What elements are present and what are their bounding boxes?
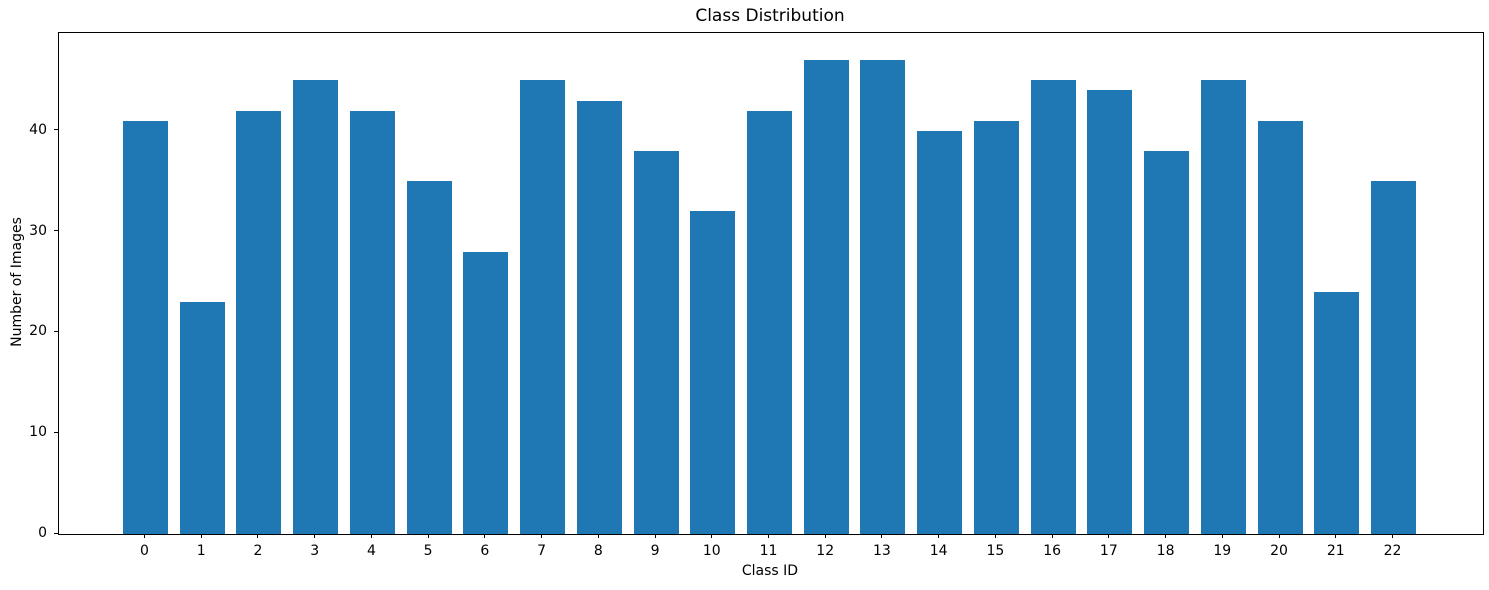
bar-class-15 xyxy=(973,120,1019,534)
x-tick-mark-22 xyxy=(1391,534,1393,538)
bar-class-18 xyxy=(1144,150,1190,534)
x-tick-label-11: 11 xyxy=(759,543,778,559)
bar-class-19 xyxy=(1200,80,1246,534)
bar-class-16 xyxy=(1030,80,1076,534)
x-tick-label-10: 10 xyxy=(702,543,721,559)
x-tick-label-12: 12 xyxy=(816,543,835,559)
x-tick-label-0: 0 xyxy=(140,543,149,559)
bar-class-6 xyxy=(463,251,509,534)
bar-class-21 xyxy=(1314,292,1360,534)
bar-class-3 xyxy=(293,80,339,534)
y-tick-label-10: 10 xyxy=(29,424,47,441)
x-tick-label-6: 6 xyxy=(480,543,490,559)
x-tick-mark-0 xyxy=(144,534,145,538)
x-tick-mark-18 xyxy=(1165,534,1167,538)
x-tick-label-16: 16 xyxy=(1043,543,1062,559)
plot-area xyxy=(58,32,1484,535)
x-tick-label-13: 13 xyxy=(873,543,891,559)
y-tick-mark-0 xyxy=(54,532,58,534)
x-tick-label-18: 18 xyxy=(1156,543,1175,559)
x-tick-mark-11 xyxy=(767,534,769,538)
x-tick-mark-10 xyxy=(711,534,713,538)
x-tick-label-8: 8 xyxy=(593,543,603,559)
bar-class-0 xyxy=(123,120,168,534)
x-tick-mark-20 xyxy=(1278,534,1280,538)
y-tick-label-30: 30 xyxy=(29,222,47,239)
x-tick-mark-19 xyxy=(1221,534,1223,538)
x-tick-label-21: 21 xyxy=(1326,543,1345,559)
bar-class-7 xyxy=(520,80,566,534)
x-tick-label-14: 14 xyxy=(929,543,948,559)
x-tick-label-1: 1 xyxy=(196,543,206,559)
x-tick-label-5: 5 xyxy=(423,543,433,559)
bar-class-9 xyxy=(633,150,679,534)
x-tick-label-17: 17 xyxy=(1099,543,1118,559)
x-tick-label-2: 2 xyxy=(253,543,263,559)
x-tick-mark-7 xyxy=(541,534,543,538)
bar-class-2 xyxy=(236,110,282,534)
y-tick-label-20: 20 xyxy=(29,323,47,340)
y-tick-label-0: 0 xyxy=(38,525,47,541)
x-tick-mark-5 xyxy=(427,534,429,538)
bar-class-20 xyxy=(1257,120,1303,534)
x-tick-label-4: 4 xyxy=(366,543,376,559)
bar-class-12 xyxy=(803,60,849,534)
y-tick-mark-10 xyxy=(54,431,58,433)
y-tick-label-40: 40 xyxy=(29,121,47,138)
bar-class-1 xyxy=(179,302,225,534)
bar-class-5 xyxy=(406,181,452,534)
x-axis-label: Class ID xyxy=(741,563,799,579)
x-tick-mark-16 xyxy=(1051,534,1053,538)
x-tick-mark-3 xyxy=(314,534,316,538)
x-tick-mark-13 xyxy=(881,534,883,538)
x-tick-label-9: 9 xyxy=(650,543,660,559)
y-tick-mark-40 xyxy=(54,129,58,131)
y-axis-label: Number of Images xyxy=(9,217,25,347)
x-tick-mark-8 xyxy=(597,534,599,538)
x-tick-mark-15 xyxy=(994,534,996,538)
x-tick-label-15: 15 xyxy=(986,543,1005,559)
bar-class-13 xyxy=(860,60,906,534)
y-tick-mark-20 xyxy=(54,330,58,332)
bar-class-8 xyxy=(576,100,622,534)
x-tick-mark-17 xyxy=(1108,534,1110,538)
x-tick-label-3: 3 xyxy=(310,543,320,559)
bar-class-4 xyxy=(349,110,395,534)
x-tick-label-20: 20 xyxy=(1270,543,1288,559)
bar-class-22 xyxy=(1370,181,1416,534)
bar-class-10 xyxy=(690,211,736,534)
bar-class-17 xyxy=(1087,90,1133,534)
chart-title: Class Distribution xyxy=(695,6,845,26)
y-tick-mark-30 xyxy=(54,230,58,232)
x-tick-mark-12 xyxy=(824,534,826,538)
bar-class-14 xyxy=(917,130,963,534)
x-tick-mark-2 xyxy=(257,534,259,538)
x-tick-mark-14 xyxy=(938,534,940,538)
x-tick-mark-4 xyxy=(370,534,372,538)
x-tick-mark-1 xyxy=(200,534,202,538)
x-tick-mark-6 xyxy=(484,534,486,538)
x-tick-mark-21 xyxy=(1335,534,1337,538)
x-tick-label-7: 7 xyxy=(537,543,547,559)
x-tick-mark-9 xyxy=(654,534,656,538)
x-tick-label-22: 22 xyxy=(1383,543,1402,559)
x-tick-label-19: 19 xyxy=(1213,543,1232,559)
bar-class-11 xyxy=(746,110,792,534)
